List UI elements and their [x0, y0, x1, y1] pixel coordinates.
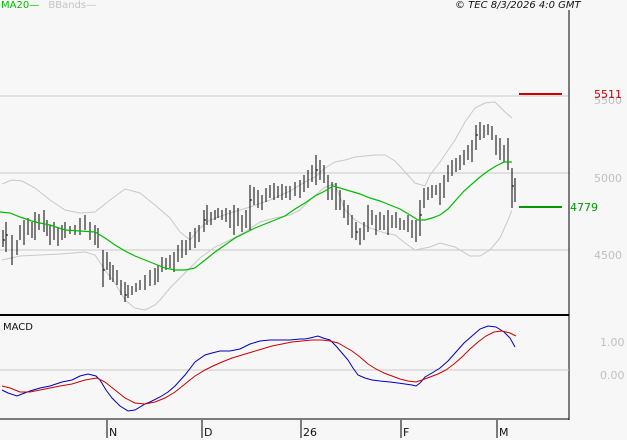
macd-axis-label: 0.00 [600, 369, 625, 382]
x-axis-label-dec: D [204, 426, 213, 439]
resistance-value: 5511 [594, 88, 622, 101]
price-bars [2, 122, 516, 302]
legend-ma20: MA20 [1, 0, 30, 11]
signal-line [1, 330, 517, 405]
bollinger-bands [1, 101, 513, 311]
x-axis-ticks [106, 420, 498, 438]
macd-title: MACD [3, 322, 33, 333]
price-axis-label: 5500 [594, 94, 622, 107]
macd-line [1, 325, 516, 412]
x-axis-label-mar: M [499, 426, 509, 439]
chart-legend: MA20— BBands— [1, 0, 96, 11]
price-grid [0, 95, 569, 251]
legend-bbands: BBands [48, 0, 87, 11]
legend-ma20-swatch: — [29, 0, 40, 11]
copyright-timestamp: © TEC 8/3/2026 4:0 GMT [455, 0, 581, 11]
price-axis-label: 5000 [594, 172, 622, 185]
x-axis-label-nov: N [109, 426, 118, 439]
macd-axis-label: 1.00 [600, 336, 625, 349]
price-axis-label: 4500 [594, 249, 622, 262]
support-value: 4779 [570, 201, 598, 214]
legend-bbands-swatch: — [86, 0, 97, 11]
x-axis-label-feb: F [403, 426, 410, 439]
ma20-line [0, 161, 512, 271]
x-axis-label-2026: 26 [303, 426, 317, 439]
